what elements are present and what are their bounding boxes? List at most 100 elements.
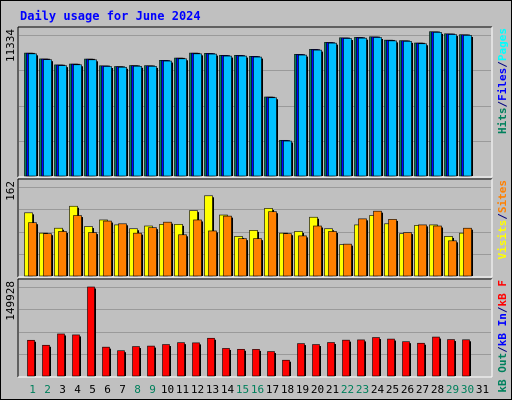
bar-kb-f — [72, 334, 80, 377]
bar-pages — [238, 55, 247, 177]
bar-pages — [373, 37, 382, 177]
bar-sites — [328, 231, 337, 277]
bar-pages — [283, 140, 292, 177]
bar-kb-f — [177, 342, 185, 377]
x-tick-label-day-2: 2 — [44, 383, 51, 396]
chart-title: Daily usage for June 2024 — [20, 9, 201, 23]
bar-kb-f — [342, 339, 350, 377]
legend-entry: Visits — [496, 220, 509, 260]
legend-entry: Files — [496, 68, 509, 101]
bar-sites — [43, 233, 52, 277]
bar-sites — [358, 218, 367, 277]
bar-pages — [448, 34, 457, 177]
legend-hits-files-pages: Hits/Files/Pages — [496, 28, 509, 134]
bar-kb-f — [402, 341, 410, 377]
x-tick-label-day-29: 29 — [446, 383, 459, 396]
bar-kb-f — [42, 344, 50, 377]
bar-sites — [73, 215, 82, 277]
bar-sites — [373, 210, 382, 277]
y-axis-max-label-kbf-kbin-kbout: 149928 — [4, 281, 17, 321]
bar-kb-f — [372, 337, 380, 377]
bar-sites — [163, 221, 172, 277]
x-tick-label-day-25: 25 — [386, 383, 399, 396]
x-tick-label-day-4: 4 — [74, 383, 81, 396]
bar-sites — [118, 223, 127, 277]
legend-entry: kB F — [496, 280, 509, 307]
bar-pages — [253, 56, 262, 177]
legend-entry: / — [496, 101, 509, 108]
bar-sites — [418, 224, 427, 277]
bar-kb-f — [297, 343, 305, 377]
bar-kb-f — [192, 342, 200, 377]
x-tick-label-day-10: 10 — [161, 383, 174, 396]
bar-sites — [193, 219, 202, 277]
bar-pages — [73, 64, 82, 177]
bar-sites — [238, 238, 247, 277]
bar-sites — [253, 238, 262, 277]
x-tick-label-day-17: 17 — [266, 383, 279, 396]
bar-pages — [463, 35, 472, 177]
bar-sites — [313, 225, 322, 277]
bar-kb-f — [357, 339, 365, 377]
x-tick-label-day-23: 23 — [356, 383, 369, 396]
bar-kb-f — [252, 349, 260, 377]
bar-kb-f — [447, 339, 455, 377]
y-axis-max-label-visits-sites: 162 — [4, 181, 17, 201]
bar-pages — [43, 59, 52, 177]
legend-entry: Pages — [496, 28, 509, 61]
bar-sites — [403, 232, 412, 277]
bar-pages — [223, 55, 232, 177]
x-tick-label-day-7: 7 — [119, 383, 126, 396]
bar-sites — [268, 211, 277, 277]
x-tick-label-day-8: 8 — [134, 383, 141, 396]
bar-pages — [133, 65, 142, 177]
bar-sites — [223, 215, 232, 277]
legend-entry: kB In — [496, 313, 509, 346]
x-tick-label-day-11: 11 — [176, 383, 189, 396]
bar-pages — [298, 54, 307, 177]
bar-sites — [88, 232, 97, 277]
bar-sites — [343, 243, 352, 277]
x-tick-label-day-6: 6 — [104, 383, 111, 396]
legend-kbf-kbin-kbout: kB Out/kB In/kB F — [496, 280, 509, 393]
bar-pages — [88, 59, 97, 177]
bar-pages — [313, 49, 322, 177]
bar-pages — [418, 43, 427, 177]
bar-kb-f — [87, 286, 95, 377]
bar-pages — [208, 53, 217, 177]
bar-kb-f — [282, 359, 290, 377]
bar-pages — [163, 60, 172, 177]
bar-kb-f — [237, 348, 245, 377]
legend-entry: / — [496, 306, 509, 313]
x-tick-label-day-27: 27 — [416, 383, 429, 396]
x-tick-label-day-22: 22 — [341, 383, 354, 396]
x-tick-label-day-31: 31 — [476, 383, 489, 396]
bar-pages — [343, 38, 352, 177]
bar-pages — [328, 42, 337, 177]
bar-pages — [178, 58, 187, 177]
bar-pages — [388, 40, 397, 177]
x-tick-label-day-19: 19 — [296, 383, 309, 396]
bar-kb-f — [132, 346, 140, 377]
legend-entry: kB Out — [496, 353, 509, 393]
bar-sites — [298, 235, 307, 277]
bar-pages — [268, 97, 277, 177]
x-tick-label-day-28: 28 — [431, 383, 444, 396]
bar-kb-f — [27, 339, 35, 377]
bar-pages — [103, 66, 112, 177]
bar-sites — [208, 230, 217, 277]
bar-sites — [448, 240, 457, 277]
bar-pages — [433, 32, 442, 177]
bar-kb-f — [312, 344, 320, 377]
x-tick-label-day-13: 13 — [206, 383, 219, 396]
legend-entry: Hits — [496, 108, 509, 135]
x-tick-label-day-24: 24 — [371, 383, 385, 396]
legend-entry: / — [496, 346, 509, 353]
bar-kb-f — [462, 339, 470, 377]
bar-kb-f — [327, 342, 335, 377]
bar-pages — [58, 65, 67, 177]
bar-sites — [463, 227, 472, 277]
bar-kb-f — [432, 336, 440, 377]
x-tick-label-day-5: 5 — [89, 383, 96, 396]
